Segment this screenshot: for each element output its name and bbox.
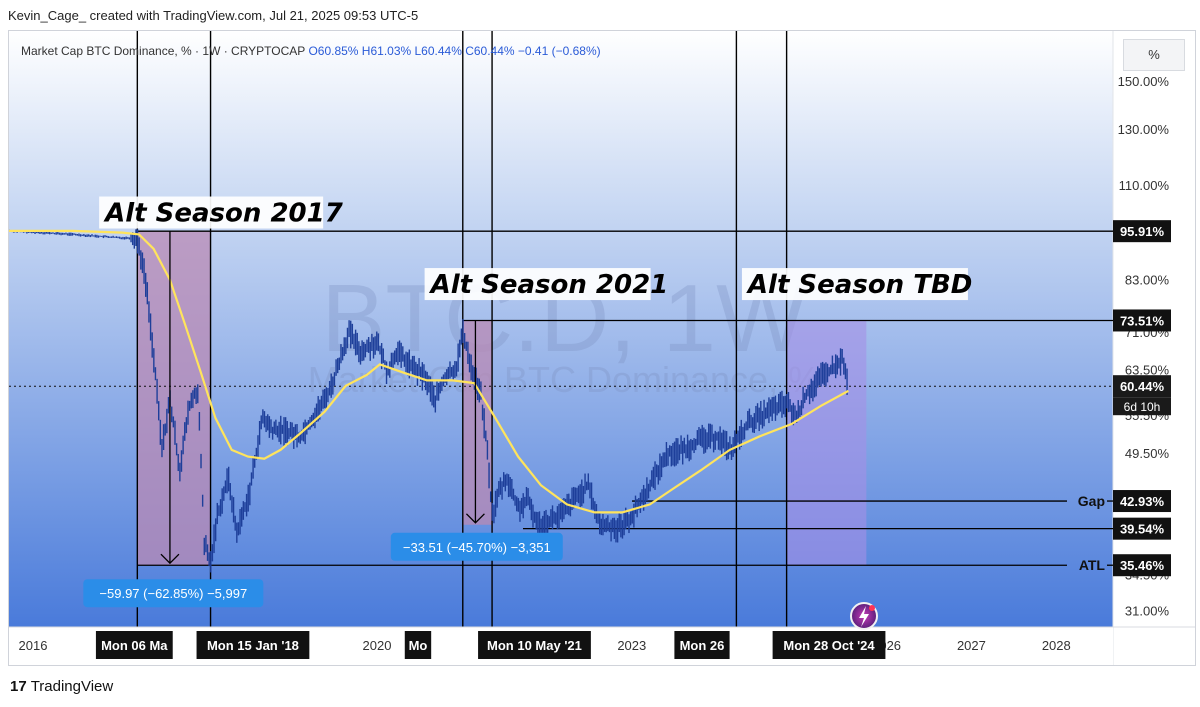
time-marker-label-2: Mo [409, 638, 428, 653]
future-alt-season-zone [786, 320, 867, 566]
legend-ohlc: O60.85% H61.03% L60.44% C60.44% −0.41 (−… [308, 44, 601, 58]
x-tick-label-4: 2023 [617, 638, 646, 653]
level-tag-gap: Gap [1078, 493, 1105, 509]
time-marker-label-5: Mon 28 Oct '24 [783, 638, 875, 653]
price-label-0: 95.91% [1120, 224, 1165, 239]
measure-label-0: −59.97 (−62.85%) −5,997 [99, 586, 247, 601]
y-tick-label-9: 31.00% [1125, 603, 1170, 618]
chart-frame[interactable]: BTC.D, 1W Market Cap BTC Dominance, % Ga… [8, 30, 1196, 666]
footer-brand-name: TradingView [30, 678, 114, 695]
measure-arrowhead-1 [465, 513, 485, 524]
y-tick-label-3: 83.00% [1125, 273, 1170, 288]
annotation-label-0: Alt Season 2017 [103, 199, 344, 229]
price-axis: 150.00%130.00%110.00%83.00%71.00%63.50%5… [1118, 74, 1170, 618]
price-label-4: 39.54% [1120, 522, 1165, 537]
price-label-2: 60.44% [1120, 379, 1165, 394]
time-marker-box-3 [478, 631, 591, 659]
time-marker-box-0 [95, 631, 173, 659]
y-tick-label-2: 110.00% [1119, 178, 1170, 193]
price-label-1: 73.51% [1120, 313, 1165, 328]
y-tick-label-5: 63.50% [1125, 363, 1170, 378]
percent-scale-toggle[interactable]: % [1123, 39, 1185, 71]
y-tick-label-0: 150.00% [1118, 74, 1170, 89]
price-label-box-3 [1113, 490, 1171, 513]
chart-caption: Kevin_Cage_ created with TradingView.com… [8, 8, 419, 23]
time-marker-box-4 [674, 631, 730, 659]
footer-brand: 17 TradingView [10, 678, 113, 695]
countdown-box [1113, 397, 1171, 416]
time-marker-box-5 [772, 631, 886, 659]
y-tick-label-1: 130.00% [1118, 122, 1170, 137]
x-tick-label-2: 2020 [363, 638, 392, 653]
measure-label-box-1 [390, 532, 563, 561]
time-marker-box-1 [196, 631, 310, 659]
price-label-box-2 [1113, 375, 1171, 398]
time-marker-label-1: Mon 15 Jan '18 [207, 638, 299, 653]
annotation-label-1: Alt Season 2021 [429, 270, 669, 300]
shaded-zones [137, 231, 867, 566]
price-labels: 95.91% 73.51% 60.44% 6d 10h 42.93% 39.54% 35.4… [1113, 220, 1171, 577]
measure-label-box-0 [83, 579, 264, 608]
measure-label-1: −33.51 (−45.70%) −3,351 [403, 540, 551, 555]
decline-zone-0 [137, 231, 211, 566]
time-marker-label-4: Mon 26 [680, 638, 725, 653]
time-marker-box-2 [404, 631, 432, 659]
price-label-box-4 [1113, 517, 1171, 540]
price-chart[interactable]: BTC.D, 1W Market Cap BTC Dominance, % Ga… [9, 31, 1195, 665]
annotation-label-2: Alt Season TBD [746, 270, 972, 300]
measure-arrows: −59.97 (−62.85%) −5,997 −33.51 (−45.70%) … [83, 231, 563, 608]
time-axis-markers: Mon 06 Ma Mon 15 Jan '18 Mo Mon 10 May '21 M… [95, 631, 886, 659]
x-tick-label-7: 2028 [1042, 638, 1071, 653]
price-label-box-0 [1113, 220, 1171, 243]
annotation-box-0 [99, 196, 324, 229]
time-marker-label-0: Mon 06 Ma [101, 638, 168, 653]
y-tick-label-7: 49.50% [1125, 446, 1170, 461]
annotation-box-2 [741, 268, 968, 301]
tradingview-logo-icon[interactable] [850, 602, 878, 630]
chart-legend[interactable]: Market Cap BTC Dominance, % · 1W · CRYPT… [21, 44, 601, 58]
decline-zone-1 [462, 320, 493, 525]
moving-average-series [9, 229, 849, 514]
vertical-markers [136, 31, 788, 627]
moving-average-line [9, 229, 849, 514]
tradingview-mark-icon: 17 [10, 678, 27, 695]
annotation-box-1 [424, 268, 651, 301]
price-label-box-1 [1113, 309, 1171, 332]
price-label-box-5 [1113, 554, 1171, 577]
time-axis: 201620192020222023202620272028 [9, 626, 1195, 665]
price-label-5: 35.46% [1120, 558, 1165, 573]
measure-arrowhead-0 [160, 553, 180, 565]
x-tick-label-6: 2027 [957, 638, 986, 653]
horizontal-levels: Gap ATL [9, 230, 1113, 573]
x-tick-label-0: 2016 [19, 638, 48, 653]
annotations: Alt Season 2017 Alt Season 2021 Alt Season… [99, 196, 972, 301]
legend-symbol: Market Cap BTC Dominance, % · 1W · CRYPT… [21, 44, 306, 58]
price-label-3: 42.93% [1120, 494, 1165, 509]
level-tag-atl: ATL [1079, 557, 1106, 573]
time-marker-label-3: Mon 10 May '21 [487, 638, 582, 653]
bar-countdown: 6d 10h [1124, 400, 1161, 414]
